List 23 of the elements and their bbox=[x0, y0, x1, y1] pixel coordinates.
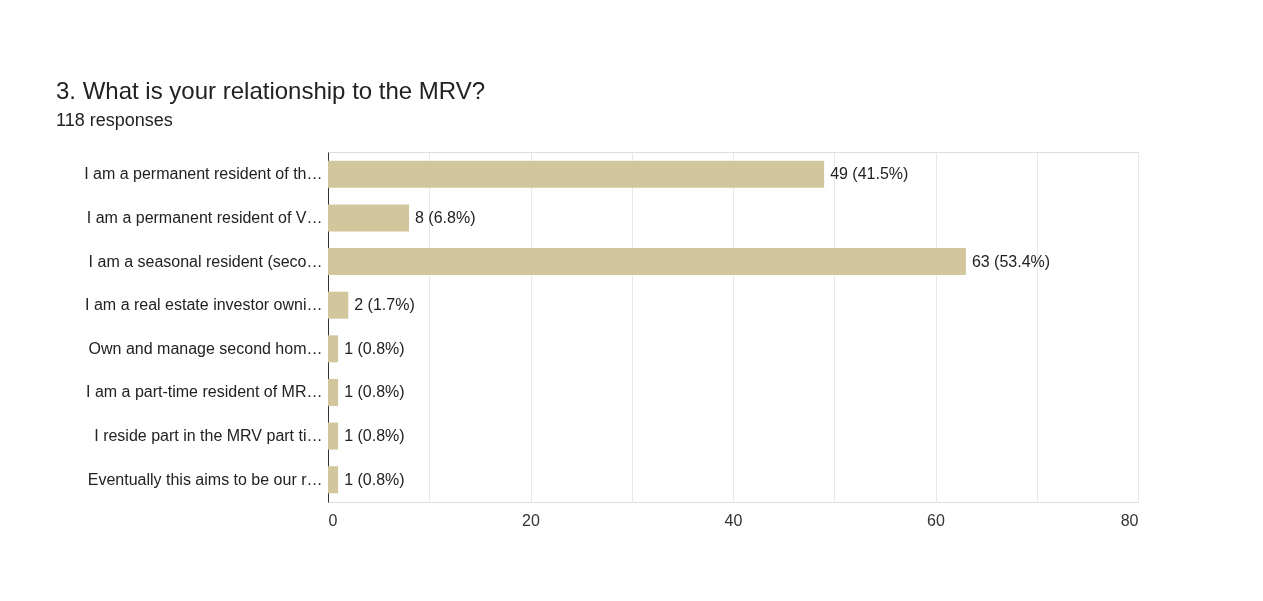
data-label: 1 (0.8%) bbox=[344, 427, 405, 445]
data-label: 8 (6.8%) bbox=[415, 208, 476, 226]
y-tick-label: I am a real estate investor owni… bbox=[85, 296, 323, 314]
x-tick-label: 80 bbox=[1120, 511, 1139, 529]
y-tick-label: I reside part in the MRV part ti… bbox=[94, 427, 323, 445]
x-tick-label: 40 bbox=[724, 511, 743, 529]
data-label: 63 (53.4%) bbox=[971, 252, 1051, 270]
y-tick-label: I am a part-time resident of MR… bbox=[85, 383, 323, 401]
data-label: 1 (0.8%) bbox=[344, 383, 405, 401]
data-label: 2 (1.7%) bbox=[354, 296, 415, 314]
x-tick-label: 0 bbox=[328, 511, 338, 529]
data-label: 49 (41.5%) bbox=[830, 165, 909, 183]
chart-title: 3. What is your relationship to the MRV? bbox=[56, 77, 486, 104]
y-tick-label: I am a permanent resident of V… bbox=[86, 208, 323, 226]
y-tick-label: I am a seasonal resident (seco… bbox=[88, 252, 323, 270]
y-tick-label: I am a permanent resident of th… bbox=[84, 165, 323, 183]
x-tick-label: 20 bbox=[522, 511, 540, 529]
y-tick-label: Own and manage second hom… bbox=[88, 339, 323, 357]
x-tick-label: 60 bbox=[927, 511, 945, 529]
text: 118 responses bbox=[56, 110, 173, 130]
data-label: 1 (0.8%) bbox=[344, 339, 405, 357]
y-tick-label: Eventually this aims to be our r… bbox=[87, 470, 323, 488]
data-label: 1 (0.8%) bbox=[344, 470, 405, 488]
